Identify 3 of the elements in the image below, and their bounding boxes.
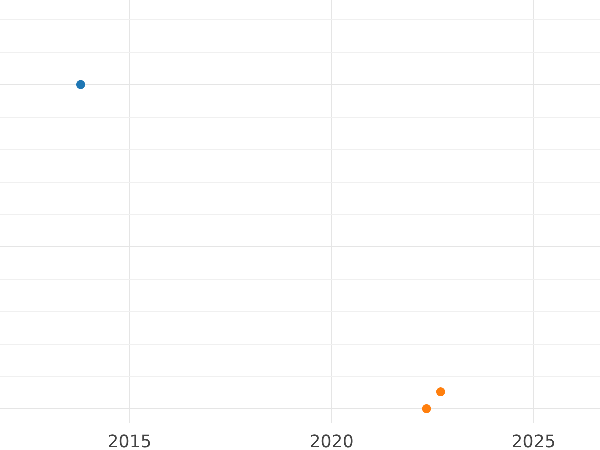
x-tick-label: 2025: [512, 432, 556, 450]
x-tick-label: 2020: [310, 432, 354, 450]
x-tick-label: 2015: [108, 432, 152, 450]
